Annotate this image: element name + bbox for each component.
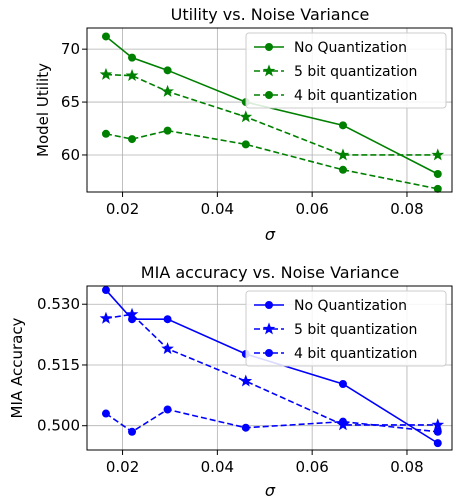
mia-series-1-point	[433, 439, 442, 448]
mia-series-3-point	[338, 417, 347, 426]
mia-x-tick-label: 0.06	[295, 458, 328, 476]
utility-series-3-point	[241, 140, 250, 149]
utility-x-tick-label: 0.06	[295, 200, 328, 218]
mia-y-tick-label: 0.530	[37, 295, 80, 313]
mia-legend-marker-1	[265, 301, 273, 309]
mia-legend-label-2: 5 bit quantization	[294, 322, 417, 338]
utility-series-1-point	[433, 170, 442, 179]
utility-axes-frame	[86, 27, 453, 193]
mia-y-tick-label: 0.515	[37, 356, 80, 374]
mia-series-3-point	[101, 409, 110, 418]
utility-x-tick-label: 0.02	[106, 200, 139, 218]
mia-series-3-point	[128, 427, 137, 436]
utility-legend-label-3: 4 bit quantization	[294, 88, 417, 104]
mia-x-tick-label: 0.02	[106, 458, 139, 476]
utility-ticks: 0.02 0.04 0.06 0.08 60 65 70	[61, 40, 424, 218]
utility-series-1-point	[101, 32, 110, 41]
utility-series-2-point	[336, 148, 350, 161]
mia-y-tick-label: 0.500	[37, 417, 80, 435]
utility-series-3-point	[338, 165, 347, 174]
mia-series-3-point	[163, 405, 172, 414]
utility-title: Utility vs. Noise Variance	[171, 5, 370, 24]
utility-series-1-point	[128, 53, 137, 62]
utility-legend-marker-1	[265, 43, 273, 51]
mia-series-2-point	[99, 311, 113, 324]
utility-series-3-point	[101, 129, 110, 138]
mia-ticks: 0.02 0.04 0.06 0.08 0.500 0.515 0.530	[37, 295, 424, 476]
utility-y-tick-label: 60	[61, 146, 80, 164]
mia-series-2-point	[125, 307, 139, 320]
utility-legend-box	[245, 32, 447, 109]
mia-plot-area	[99, 286, 445, 448]
utility-series-2-point	[99, 67, 113, 80]
mia-legend-label-1: No Quantization	[294, 298, 407, 314]
utility-series-line-1	[105, 35, 439, 175]
utility-legend-marker-3	[265, 91, 273, 99]
mia-series-1-point	[338, 379, 347, 388]
utility-ylabel: Model Utility	[34, 63, 52, 157]
utility-series-2-point	[239, 110, 253, 123]
utility-series-2-point	[431, 148, 445, 161]
mia-series-2-point	[161, 342, 174, 355]
mia-legend-box	[245, 290, 447, 367]
utility-series-3-point	[128, 135, 137, 144]
utility-series-2-point	[125, 68, 139, 81]
mia-series-line-3	[105, 408, 438, 433]
utility-legend-label-1: No Quantization	[294, 40, 407, 56]
mia-series-1-point	[163, 315, 172, 324]
utility-y-tick-label: 70	[61, 40, 80, 58]
mia-series-2-point	[239, 374, 253, 387]
utility-series-3-point	[163, 126, 172, 135]
utility-legend-marker-2	[262, 64, 276, 77]
mia-series-line-2	[105, 313, 438, 426]
mia-ylabel: MIA Accuracy	[8, 317, 26, 418]
mia-series-1-point	[101, 286, 110, 295]
mia-legend-marker-2	[262, 322, 276, 335]
utility-series-3-point	[433, 184, 442, 193]
utility-x-tick-label: 0.08	[390, 200, 423, 218]
utility-legend: No Quantization 5 bit quantization 4 bit q…	[245, 32, 447, 109]
utility-legend-label-2: 5 bit quantization	[294, 64, 417, 80]
mia-x-tick-label: 0.04	[201, 458, 234, 476]
utility-series-1-point	[338, 121, 347, 130]
utility-xlabel: σ	[265, 225, 276, 244]
utility-y-tick-label: 65	[61, 93, 80, 111]
utility-series-line-2	[105, 73, 438, 156]
mia-series-3-point	[241, 423, 250, 432]
mia-xlabel: σ	[265, 481, 276, 500]
mia-series-2-point	[431, 418, 445, 431]
mia-panel: MIA accuracy vs. Noise Variance 0.02 0.04…	[8, 263, 453, 500]
mia-series-3-point	[433, 427, 442, 436]
mia-legend-marker-3	[265, 349, 273, 357]
utility-series-1-point	[163, 66, 172, 75]
utility-panel: Utility vs. Noise Variance 0.02 0.04 0.06 0…	[34, 5, 453, 244]
mia-title: MIA accuracy vs. Noise Variance	[141, 263, 399, 282]
mia-legend: No Quantization 5 bit quantization 4 bit q…	[245, 290, 447, 367]
utility-series-2-point	[161, 84, 174, 97]
mia-axes-frame	[86, 285, 453, 451]
utility-x-tick-label: 0.04	[201, 200, 234, 218]
mia-legend-label-3: 4 bit quantization	[294, 346, 417, 362]
utility-series-line-3	[105, 129, 438, 190]
mia-x-tick-label: 0.08	[390, 458, 423, 476]
